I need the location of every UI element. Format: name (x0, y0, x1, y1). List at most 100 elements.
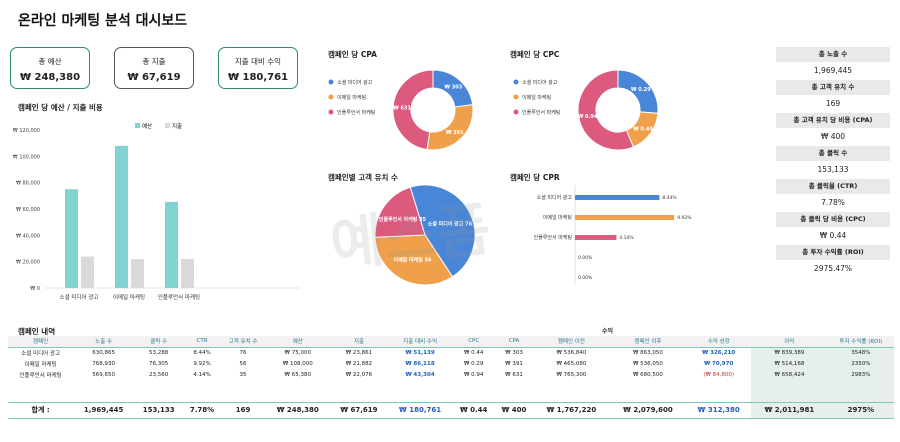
table-cell: ₩ 658,424 (751, 369, 828, 380)
card-label: 지출 대비 수익 (234, 57, 282, 66)
table-cell: ₩ 51,139 (405, 349, 435, 356)
kpi-total-acquisitions: 총 고객 유치 수 169 (776, 80, 890, 113)
total-budget-card: 총 예산 ₩ 248,380 (10, 47, 90, 89)
table-cell: 9.92% (193, 360, 211, 367)
legend-label: 인플루언서 마케팅 (522, 109, 560, 116)
slice-label: 이메일 마케팅 56 (393, 257, 432, 264)
table-cell: ₩ 631 (505, 371, 523, 378)
table-cell: 76,305 (149, 360, 169, 367)
kpi-total-clicks: 총 클릭 수 153,133 (776, 146, 890, 179)
legend-dot (328, 109, 334, 115)
x-category-label: 소셜 미디어 광고 (60, 293, 99, 301)
table-cell: ₩ 536,840 (556, 349, 587, 356)
table-cell: ₩ 536,050 (632, 360, 663, 367)
total-cell: ₩ 2,011,981 (751, 401, 828, 419)
slice-label: ₩ 391 (446, 130, 464, 136)
slice-label: ₩ 631 (393, 106, 411, 112)
column-header: 이익 (751, 336, 828, 348)
table-row: 인플루언서 마케팅 569,650 23,560 4.14% 35 ₩ 65,380 ₩ 2… (8, 369, 894, 380)
table-cell: 인플루언서 마케팅 (19, 372, 62, 379)
cpr-bars: 소셜 미디어 광고 8.44% 이메일 마케팅 9.92% 인플루언서 마케팅 4.14%… (534, 185, 692, 285)
slice-label: 소셜 미디어 광고 76 (428, 220, 473, 227)
column-header: 지출 (330, 336, 388, 348)
total-spend-card: 총 지출 ₩ 67,619 (114, 47, 194, 89)
legend-dot (513, 109, 519, 115)
revenue-group-label: 수익 (602, 328, 614, 335)
table-cell: ₩ 43,304 (405, 371, 435, 378)
legend-swatch-budget (135, 123, 140, 128)
table-cell: 53,288 (149, 349, 169, 356)
column-header: 캠페인 이전 (533, 336, 610, 348)
cpa-chart-title: 캠페인 당 CPA (328, 50, 377, 59)
total-cell: 169 (220, 401, 266, 419)
legend-dot (328, 94, 334, 100)
table-cell: 23,560 (149, 371, 169, 378)
slice-label: 인플루언서 마케팅 35 (379, 216, 427, 223)
table-cell: ₩ 0.44 (463, 349, 484, 356)
cpr-value-label: 8.44% (662, 195, 677, 201)
budget-spend-chart: 예산 지출 ₩ 120,000 ₩ 100,000 ₩ 80,000 ₩ 60,000… (13, 122, 300, 301)
table-cell: ₩ 86,118 (405, 360, 435, 367)
legend-label: 소셜 미디어 광고 (522, 79, 558, 86)
table-cell: ₩ 391 (505, 360, 523, 367)
kpi-cpa: 총 고객 유치 당 비용 (CPA) ₩ 400 (776, 113, 890, 146)
bar-spend (131, 259, 144, 288)
table-cell: 소셜 미디어 광고 (21, 350, 61, 357)
kpi-cpc: 총 클릭 당 비용 (CPC) ₩ 0.44 (776, 212, 890, 245)
column-header: CPC (452, 336, 495, 348)
total-cell: 153,133 (134, 401, 184, 419)
slice-1 (374, 234, 454, 286)
kpi-total-impressions: 총 노출 수 1,969,445 (776, 47, 890, 80)
table-cell: ₩ 839,389 (751, 347, 828, 358)
total-cell: 2975% (827, 401, 894, 419)
bar-budget (165, 201, 178, 288)
y-tick-label: ₩ 80,000 (16, 181, 40, 187)
table-cell: 이메일 마케팅 (24, 361, 57, 368)
card-label: 총 지출 (142, 57, 166, 66)
y-tick-label: ₩ 100,000 (13, 154, 40, 160)
x-category-label: 인플루언서 마케팅 (158, 293, 200, 301)
dashboard-title: 온라인 마케팅 분석 대시보드 (18, 13, 188, 29)
table-cell: ₩ 75,000 (284, 349, 311, 356)
campaign-details-table: 캠페인 노출 수 클릭 수 CTR 고객 유치 수 예산 지출 지출 대비 수익 CPC CPA 캠… (8, 336, 894, 419)
slice-2 (392, 69, 434, 151)
legend-dot (513, 79, 519, 85)
cpr-value-label: 0.00% (578, 275, 593, 281)
details-table-wrap: 캠페인 노출 수 클릭 수 CTR 고객 유치 수 예산 지출 지출 대비 수익 CPC CPA 캠… (8, 336, 894, 419)
bar-budget (115, 145, 128, 288)
table-cell: ₩ 70,970 (704, 360, 734, 367)
legend-label-budget: 예산 (142, 122, 152, 130)
table-cell: 3548% (827, 347, 894, 358)
total-cell: ₩ 400 (494, 401, 534, 419)
cpr-value-label: 0.00% (578, 255, 593, 261)
column-header: 노출 수 (73, 336, 135, 348)
column-header: 예산 (265, 336, 331, 348)
y-tick-label: ₩ 60,000 (16, 207, 40, 213)
table-cell: 76 (239, 349, 247, 356)
table-cell: 56 (239, 360, 247, 367)
table-cell: ₩ 680,500 (632, 371, 663, 378)
y-tick-label: ₩ 20,000 (16, 260, 40, 266)
slice-2 (577, 69, 635, 151)
slice-2 (374, 186, 426, 238)
table-cell: ₩ 108,000 (282, 360, 313, 367)
table-cell: ₩ 22,076 (345, 371, 373, 378)
table-cell: 35 (239, 371, 247, 378)
card-value: ₩ 248,380 (19, 72, 81, 83)
cpr-bar (575, 235, 617, 240)
total-cell: ₩ 312,380 (686, 401, 752, 419)
cpa-donut: ₩ 303 ₩ 391 ₩ 631 (392, 69, 474, 151)
column-header: 캠페인 (8, 336, 74, 348)
details-title: 캠페인 내역 (18, 327, 56, 336)
totals-row: 합계 :1,969,445 153,133 7.78% 169 ₩ 248,380 ₩ 6… (8, 401, 894, 419)
table-cell: ₩ 0.29 (463, 360, 484, 367)
column-header: 캠페인 이후 (609, 336, 687, 348)
slice-label: ₩ 0.94 (578, 114, 598, 120)
net-revenue-card: 지출 대비 수익 ₩ 180,761 (218, 47, 298, 89)
x-axis-categories: 소셜 미디어 광고 이메일 마케팅 인플루언서 마케팅 (60, 293, 201, 301)
table-cell: 630,865 (92, 349, 115, 356)
total-cell: 1,969,445 (73, 401, 135, 419)
bar-budget (65, 189, 78, 288)
